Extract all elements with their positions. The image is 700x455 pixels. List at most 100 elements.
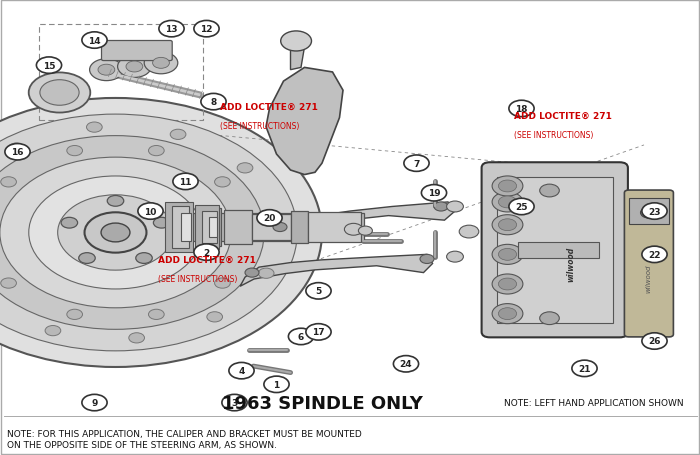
Text: ON THE OPPOSITE SIDE OF THE STEERING ARM, AS SHOWN.: ON THE OPPOSITE SIDE OF THE STEERING ARM…	[7, 440, 277, 450]
Circle shape	[492, 215, 523, 235]
Text: 9: 9	[91, 398, 98, 407]
Circle shape	[447, 202, 463, 212]
Circle shape	[101, 223, 130, 243]
Bar	[172, 207, 189, 248]
Bar	[629, 199, 669, 224]
Circle shape	[118, 56, 151, 78]
Circle shape	[40, 81, 79, 106]
Circle shape	[206, 312, 223, 322]
Circle shape	[509, 199, 534, 215]
Circle shape	[222, 394, 247, 411]
Circle shape	[82, 33, 107, 49]
Circle shape	[215, 177, 230, 187]
Text: 20: 20	[263, 214, 276, 223]
Text: NOTE: LEFT HAND APPLICATION SHOWN: NOTE: LEFT HAND APPLICATION SHOWN	[504, 398, 684, 407]
Circle shape	[0, 136, 264, 329]
Circle shape	[61, 218, 78, 228]
Text: 6: 6	[298, 332, 304, 341]
Circle shape	[170, 130, 186, 140]
Circle shape	[420, 255, 434, 264]
Circle shape	[306, 324, 331, 340]
Circle shape	[29, 177, 202, 289]
Text: 16: 16	[11, 148, 24, 157]
Circle shape	[393, 356, 419, 372]
Text: (SEE INSTRUCTIONS): (SEE INSTRUCTIONS)	[220, 121, 300, 131]
Circle shape	[0, 99, 322, 367]
Circle shape	[148, 309, 164, 320]
Bar	[290, 212, 308, 243]
Circle shape	[642, 203, 667, 220]
Circle shape	[1, 278, 16, 288]
Circle shape	[270, 214, 285, 224]
Bar	[181, 214, 191, 241]
Circle shape	[5, 144, 30, 161]
Bar	[497, 177, 612, 323]
Circle shape	[540, 312, 559, 325]
Text: 1: 1	[274, 380, 279, 389]
Circle shape	[237, 163, 253, 174]
Circle shape	[36, 58, 62, 74]
Circle shape	[264, 376, 289, 393]
Circle shape	[447, 252, 463, 263]
Text: 25: 25	[515, 202, 528, 212]
Text: ADD LOCTITE® 271: ADD LOCTITE® 271	[220, 102, 318, 111]
Text: 10: 10	[144, 207, 157, 216]
Circle shape	[306, 283, 331, 299]
Text: 23: 23	[648, 207, 661, 216]
Circle shape	[288, 329, 314, 345]
Circle shape	[201, 94, 226, 111]
Circle shape	[358, 227, 372, 236]
Circle shape	[498, 219, 517, 231]
Circle shape	[273, 223, 287, 232]
Text: 1963 SPINDLE ONLY: 1963 SPINDLE ONLY	[222, 394, 422, 412]
Bar	[193, 214, 364, 241]
Text: ADD LOCTITE® 271: ADD LOCTITE® 271	[514, 111, 612, 121]
FancyBboxPatch shape	[482, 163, 628, 338]
Circle shape	[540, 185, 559, 197]
Circle shape	[148, 146, 164, 157]
Circle shape	[66, 146, 83, 157]
Circle shape	[258, 268, 274, 279]
Circle shape	[136, 253, 153, 264]
Polygon shape	[290, 41, 304, 71]
Text: 5: 5	[316, 287, 321, 296]
Circle shape	[1, 177, 16, 187]
Circle shape	[498, 308, 517, 320]
Circle shape	[87, 123, 102, 133]
Bar	[195, 206, 219, 249]
Circle shape	[0, 158, 231, 308]
Circle shape	[29, 73, 90, 113]
Bar	[202, 211, 217, 244]
Text: 3: 3	[232, 398, 237, 407]
Polygon shape	[270, 202, 455, 241]
Circle shape	[129, 333, 144, 343]
Circle shape	[194, 21, 219, 38]
Text: 2: 2	[204, 248, 209, 257]
Circle shape	[492, 245, 523, 265]
Text: (SEE INSTRUCTIONS): (SEE INSTRUCTIONS)	[158, 274, 237, 283]
Circle shape	[492, 304, 523, 324]
Text: 11: 11	[179, 177, 192, 187]
Circle shape	[642, 333, 667, 349]
Text: 18: 18	[515, 105, 528, 114]
Bar	[206, 208, 220, 247]
Circle shape	[107, 196, 124, 207]
Circle shape	[153, 218, 170, 228]
Text: 15: 15	[43, 61, 55, 71]
FancyBboxPatch shape	[624, 191, 673, 337]
Circle shape	[434, 202, 448, 212]
Circle shape	[90, 60, 123, 81]
Circle shape	[8, 144, 24, 154]
Text: 19: 19	[428, 189, 440, 198]
Bar	[518, 242, 598, 258]
Circle shape	[498, 249, 517, 261]
Circle shape	[492, 192, 523, 212]
Bar	[252, 215, 290, 240]
Text: 12: 12	[200, 25, 213, 34]
Circle shape	[159, 21, 184, 38]
Circle shape	[153, 58, 169, 69]
Text: wilwood: wilwood	[566, 246, 575, 281]
Text: 8: 8	[211, 98, 216, 107]
Circle shape	[229, 363, 254, 379]
Circle shape	[85, 213, 146, 253]
